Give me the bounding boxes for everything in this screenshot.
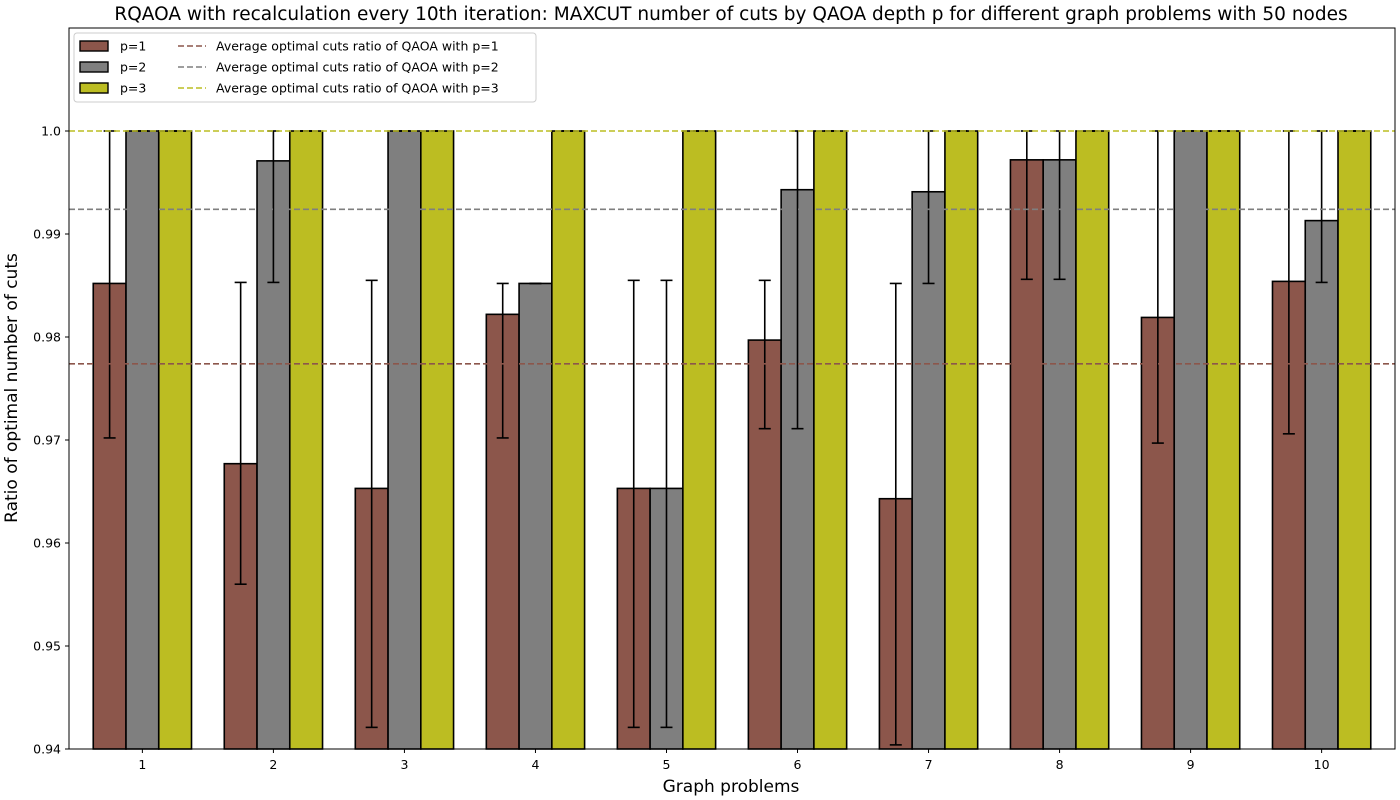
y-tick-label: 0.98	[33, 330, 61, 345]
x-tick-label: 2	[269, 757, 277, 772]
y-tick-label: 1.0	[41, 124, 61, 139]
legend-swatch-p3	[79, 82, 109, 94]
x-tick-label: 9	[1187, 757, 1195, 772]
legend: p=1 p=2 p=3 Average optimal cuts ratio of Q…	[73, 32, 537, 103]
y-tick-label: 0.99	[33, 227, 61, 242]
x-tick-label: 7	[925, 757, 933, 772]
y-tick-label: 0.96	[33, 536, 61, 551]
x-tick-label: 8	[1056, 757, 1064, 772]
legend-label-p3: p=3	[120, 81, 146, 96]
bar-p2-problem-7	[911, 190, 946, 750]
bar-p3-problem-1	[157, 130, 193, 750]
bar-p3-problem-10	[1337, 130, 1372, 750]
bar-p3-problem-2	[288, 130, 324, 750]
legend-label-p2: p=2	[120, 60, 146, 75]
bar-p3-problem-7	[944, 130, 979, 750]
x-tick-label: 10	[1314, 757, 1330, 772]
bar-p2-problem-10	[1304, 219, 1339, 750]
x-tick-label: 1	[138, 757, 146, 772]
plot-area	[68, 27, 1396, 750]
bar-p2-problem-9	[1173, 130, 1208, 750]
x-axis: 1 2 3 4 5 6 7 8 9 10	[138, 749, 1330, 772]
legend-label-reference-p3: Average optimal cuts ratio of QAOA with …	[216, 81, 499, 96]
y-axis-label: Ratio of optimal number of cuts	[2, 253, 22, 523]
x-tick-label: 4	[531, 757, 539, 772]
legend-label-reference-p1: Average optimal cuts ratio of QAOA with …	[216, 39, 499, 54]
axes-frame	[68, 27, 1396, 750]
x-tick-label: 5	[663, 757, 671, 772]
chart-title: RQAOA with recalculation every 10th iter…	[114, 4, 1347, 25]
bar-p3-problem-4	[551, 130, 586, 750]
legend-label-reference-p2: Average optimal cuts ratio of QAOA with …	[216, 60, 499, 75]
y-tick-label: 0.95	[33, 639, 61, 654]
bar-p2-problem-4	[518, 282, 553, 750]
y-axis: 0.94 0.95 0.96 0.97 0.98 0.99 1.0	[33, 124, 69, 757]
legend-label-p1: p=1	[120, 39, 146, 54]
y-tick-label: 0.94	[33, 742, 61, 757]
bar-p3-problem-5	[682, 130, 717, 750]
bar-p3-problem-6	[813, 130, 848, 750]
bar-p2-problem-3	[387, 130, 422, 750]
x-tick-label: 3	[400, 757, 408, 772]
errorbars-layer	[103, 130, 1361, 746]
x-tick-label: 6	[794, 757, 802, 772]
legend-swatch-p2	[79, 61, 109, 73]
x-axis-label: Graph problems	[663, 777, 800, 797]
legend-box	[73, 32, 537, 103]
bar-p3-problem-3	[420, 130, 455, 750]
bar-p3-problem-9	[1206, 130, 1241, 750]
bar-p3-problem-8	[1075, 130, 1110, 750]
reference-lines-layer	[69, 130, 1395, 365]
y-tick-label: 0.97	[33, 433, 61, 448]
bar-p2-problem-1	[125, 130, 160, 750]
legend-swatch-p1	[79, 40, 109, 52]
